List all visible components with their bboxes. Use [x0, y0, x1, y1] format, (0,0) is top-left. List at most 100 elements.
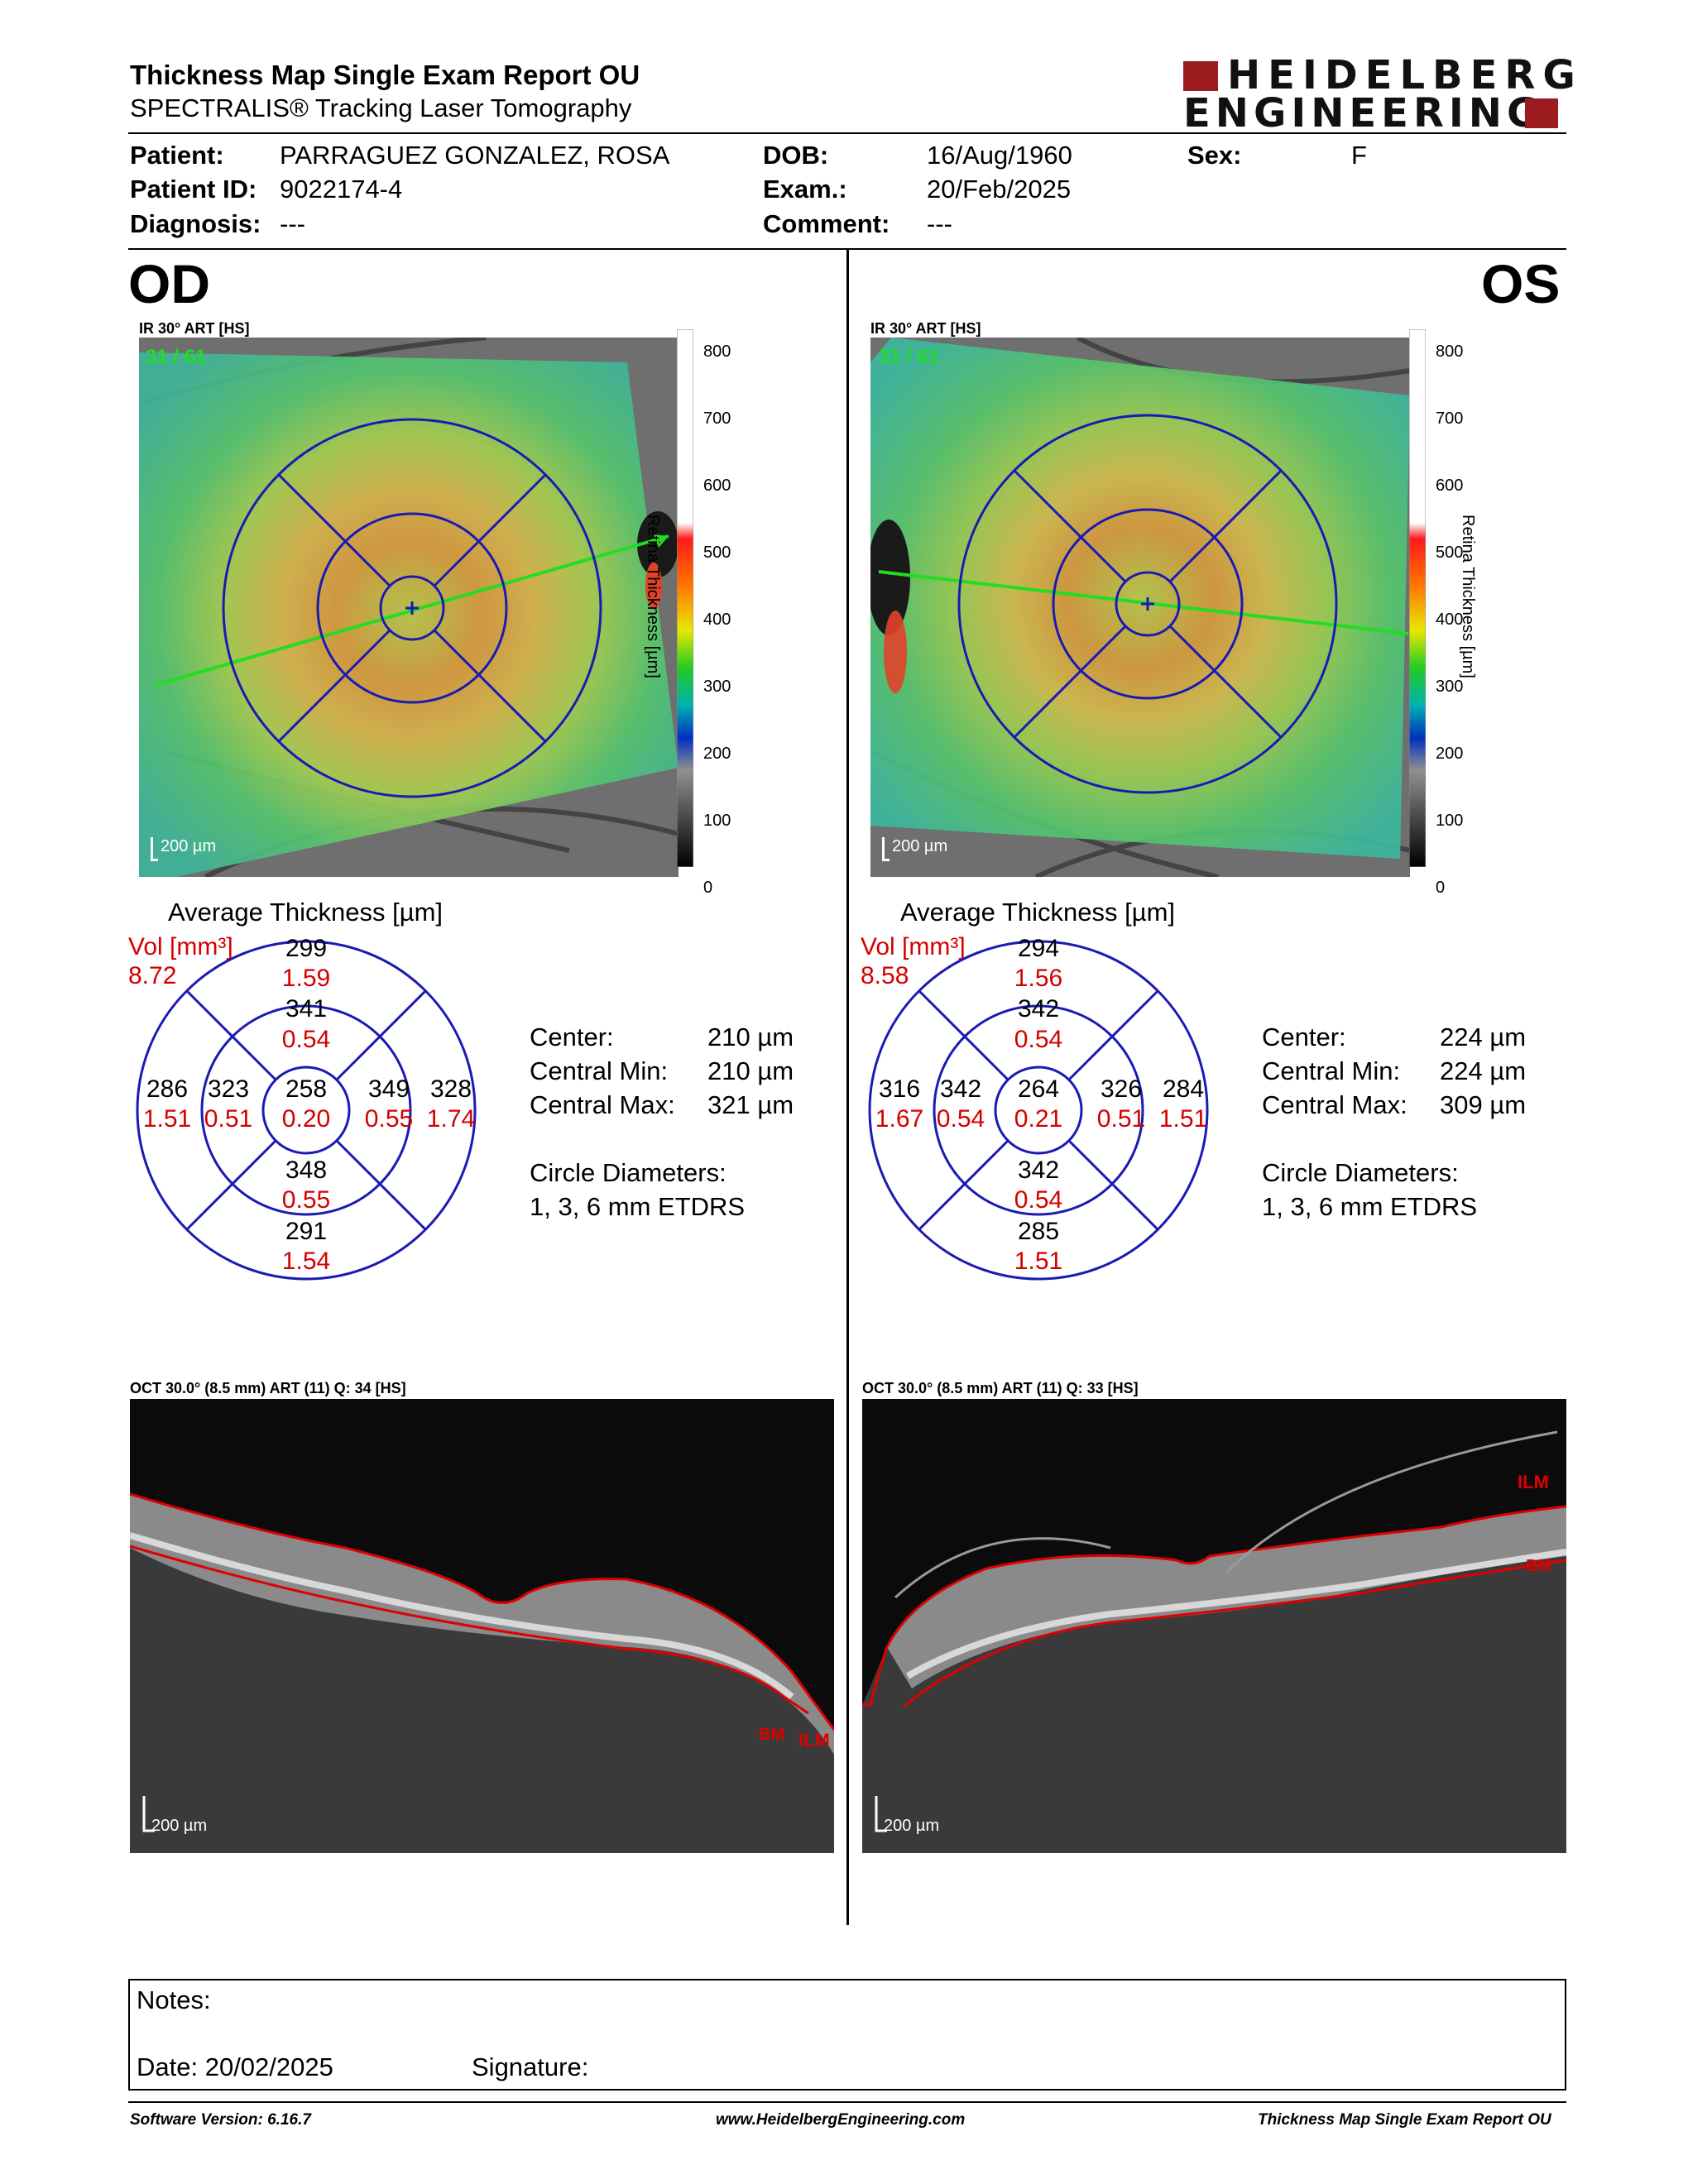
os-scale-bar — [882, 837, 890, 861]
od-circle-diameters-label: Circle Diameters: — [530, 1158, 727, 1187]
os-colorbar — [1409, 329, 1426, 867]
patient-id: 9022174-4 — [280, 175, 403, 204]
od-colorbar-title: Retina Thickness [µm] — [644, 515, 662, 678]
logo-square-top — [1183, 61, 1218, 91]
os-outer-inferior-volume: 1.51 — [1014, 1248, 1063, 1275]
od-tick: 600 — [703, 477, 731, 495]
os-colorbar-title: Retina Thickness [µm] — [1459, 515, 1477, 678]
comment-value: --- — [927, 209, 952, 238]
od-inner-right-volume: 0.55 — [364, 1105, 414, 1133]
logo-square-bottom — [1525, 98, 1558, 128]
footer-url[interactable]: www.HeidelbergEngineering.com — [716, 2111, 966, 2129]
od-bm-label: BM — [759, 1726, 784, 1744]
os-scale-label: 200 µm — [892, 837, 948, 855]
os-ir-label: IR 30° ART [HS] — [870, 320, 981, 337]
sex-label: Sex: — [1187, 141, 1242, 170]
center-divider — [846, 250, 849, 1925]
od-outer-superior-volume: 1.59 — [281, 965, 331, 992]
od-tick: 300 — [703, 678, 731, 696]
od-inner-left-thickness: 323 — [207, 1075, 250, 1103]
od-inner-left-volume: 0.51 — [204, 1105, 253, 1133]
os-tick: 300 — [1436, 678, 1464, 696]
diagnosis-value: --- — [280, 209, 305, 238]
os-etdrs-grid — [868, 940, 1209, 1281]
od-tick: 700 — [703, 410, 731, 428]
od-oct-bscan: BM ILM 200 µm — [130, 1399, 834, 1853]
od-thickness-map — [139, 338, 679, 877]
heidelberg-logo: HEIDELBERG ENGINEERING — [1179, 55, 1575, 133]
od-oct-label: OCT 30.0° (8.5 mm) ART (11) Q: 34 [HS] — [130, 1380, 406, 1396]
os-central-min-label: Central Min: — [1262, 1056, 1401, 1085]
os-bm-label: BM — [1526, 1557, 1551, 1575]
os-central-max-value: 309 µm — [1440, 1090, 1527, 1119]
os-oct-scale-label: 200 µm — [884, 1817, 939, 1835]
od-center-label: Center: — [530, 1023, 614, 1051]
os-tick: 200 — [1436, 745, 1464, 763]
os-vol-label: Vol [mm³] — [861, 933, 966, 960]
os-circle-diameters-value: 1, 3, 6 mm ETDRS — [1262, 1192, 1478, 1221]
signature-label: Signature: — [472, 2052, 589, 2081]
os-circle-diameters-label: Circle Diameters: — [1262, 1158, 1459, 1187]
od-outer-superior-thickness: 299 — [285, 935, 328, 962]
od-tick: 500 — [703, 544, 731, 562]
od-central-max-value: 321 µm — [707, 1090, 794, 1119]
od-central-min-value: 210 µm — [707, 1056, 794, 1085]
od-circle-diameters-value: 1, 3, 6 mm ETDRS — [530, 1192, 746, 1221]
comment-label: Comment: — [763, 209, 890, 238]
od-ir-label: IR 30° ART [HS] — [139, 320, 250, 337]
od-tick: 400 — [703, 611, 731, 629]
od-outer-inferior-thickness: 291 — [285, 1218, 328, 1245]
sex-value: F — [1351, 141, 1367, 170]
od-inner-right-thickness: 349 — [367, 1075, 410, 1103]
os-vol-value: 8.58 — [861, 962, 909, 989]
od-outer-inferior-volume: 1.54 — [281, 1248, 331, 1275]
os-outer-left-volume: 1.67 — [875, 1105, 924, 1133]
os-center-value: 224 µm — [1440, 1023, 1527, 1051]
od-inner-inferior-volume: 0.55 — [281, 1186, 331, 1214]
od-vol-value: 8.72 — [128, 962, 177, 989]
os-tick: 600 — [1436, 477, 1464, 495]
od-scan-counter: 31 / 61 — [146, 346, 207, 368]
od-inner-superior-volume: 0.54 — [281, 1026, 331, 1053]
os-tick: 100 — [1436, 812, 1464, 830]
os-central-max-label: Central Max: — [1262, 1090, 1407, 1119]
od-avg-title: Average Thickness [µm] — [168, 898, 444, 927]
os-outer-right-volume: 1.51 — [1158, 1105, 1208, 1133]
od-inner-superior-thickness: 341 — [285, 995, 328, 1023]
od-outer-right-volume: 1.74 — [426, 1105, 476, 1133]
logo-text-line1: HEIDELBERG — [1227, 52, 1583, 98]
os-inner-right-thickness: 326 — [1100, 1075, 1143, 1103]
exam-label: Exam.: — [763, 175, 847, 204]
date-label: Date: 20/02/2025 — [137, 2052, 333, 2081]
os-inner-left-volume: 0.54 — [936, 1105, 985, 1133]
patient-label: Patient: — [130, 141, 224, 170]
od-vol-label: Vol [mm³] — [128, 933, 233, 960]
os-colorbar-ticks: 800 700 600 500 400 300 200 100 0 — [1436, 318, 1463, 922]
os-scan-counter: 31 / 61 — [879, 346, 940, 368]
os-tick: 500 — [1436, 544, 1464, 562]
os-center-volume: 0.21 — [1014, 1105, 1063, 1133]
notes-box[interactable]: Notes: Date: 20/02/2025 Signature: — [128, 1979, 1566, 2091]
od-central-max-label: Central Max: — [530, 1090, 675, 1119]
os-outer-superior-volume: 1.56 — [1014, 965, 1063, 992]
footer-rule — [128, 2101, 1566, 2103]
patient-rule — [128, 248, 1566, 250]
od-colorbar-ticks: 800 700 600 500 400 300 200 100 0 — [703, 318, 731, 922]
os-inner-superior-thickness: 342 — [1017, 995, 1060, 1023]
os-oct-bscan: ILM BM 200 µm — [862, 1399, 1566, 1853]
os-avg-title: Average Thickness [µm] — [900, 898, 1176, 927]
os-central-min-value: 224 µm — [1440, 1056, 1527, 1085]
os-outer-superior-thickness: 294 — [1017, 935, 1060, 962]
report-title: Thickness Map Single Exam Report OU — [130, 60, 640, 90]
os-outer-left-thickness: 316 — [878, 1075, 921, 1103]
od-center-value: 210 µm — [707, 1023, 794, 1051]
os-tick: 800 — [1436, 342, 1464, 361]
od-oct-scale-label: 200 µm — [151, 1817, 207, 1835]
dob-label: DOB: — [763, 141, 829, 170]
od-outer-right-thickness: 328 — [429, 1075, 472, 1103]
od-scale-label: 200 µm — [161, 837, 217, 855]
diagnosis-label: Diagnosis: — [130, 209, 261, 238]
od-colorbar — [677, 329, 693, 867]
od-eye-label: OD — [128, 253, 210, 314]
patient-name: PARRAGUEZ GONZALEZ, ROSA — [280, 141, 670, 170]
